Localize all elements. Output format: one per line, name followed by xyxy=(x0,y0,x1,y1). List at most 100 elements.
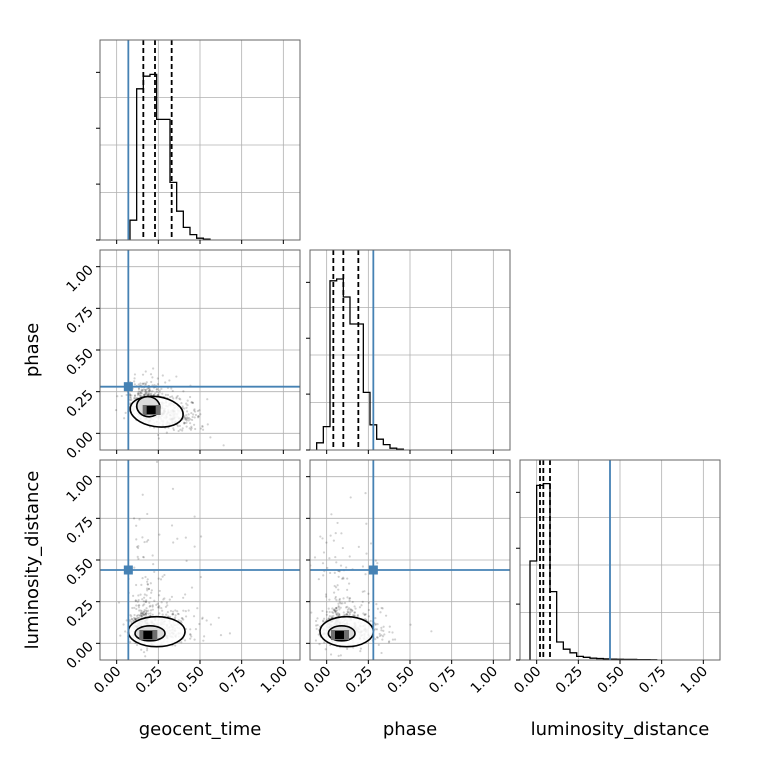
panel-phase-vs-geocent-time-point xyxy=(143,382,146,385)
panel-luminosity-distance-vs-geocent-time-point xyxy=(146,583,150,586)
panel-phase-vs-geocent-time-point xyxy=(147,393,150,396)
panel-luminosity-distance-vs-geocent-time-point xyxy=(155,460,159,463)
panel-luminosity-distance-vs-phase-point xyxy=(384,614,388,617)
panel-luminosity-distance-vs-geocent-time-point xyxy=(144,612,148,615)
panel-luminosity-distance-vs-geocent-time-point xyxy=(184,609,187,613)
panel-phase-vs-geocent-time-point xyxy=(150,392,153,395)
panel-luminosity-distance-vs-geocent-time-point xyxy=(171,610,175,613)
hist-geocent-time xyxy=(96,39,301,244)
panel-luminosity-distance-vs-phase-point xyxy=(374,617,377,620)
panel-luminosity-distance-vs-geocent-time-point xyxy=(144,575,147,579)
panel-luminosity-distance-vs-phase-point xyxy=(335,606,338,610)
panel-luminosity-distance-vs-phase-point xyxy=(334,607,337,610)
panel-luminosity-distance-vs-phase-point xyxy=(346,647,349,650)
panel-phase-vs-geocent-time-point xyxy=(137,392,141,395)
panel-phase-vs-geocent-time-point xyxy=(145,392,148,395)
panel-luminosity-distance-vs-phase-point xyxy=(391,631,394,634)
panel-luminosity-distance-vs-phase-point xyxy=(360,604,363,607)
panel-luminosity-distance-vs-geocent-time-point xyxy=(193,545,196,548)
panel-luminosity-distance-vs-phase-point xyxy=(335,613,338,616)
panel-luminosity-distance-vs-geocent-time-point xyxy=(219,633,223,637)
panel-luminosity-distance-vs-phase-point xyxy=(328,557,331,560)
panel-luminosity-distance-vs-phase-point xyxy=(379,611,382,614)
panel-luminosity-distance-vs-geocent-time-point xyxy=(172,541,175,544)
panel-luminosity-distance-vs-geocent-time-point xyxy=(140,648,143,651)
panel-phase-vs-geocent-time-point xyxy=(145,388,149,391)
panel-luminosity-distance-vs-phase-point xyxy=(329,653,333,656)
panel-luminosity-distance-vs-phase-point xyxy=(382,625,385,628)
panel-phase-vs-geocent-time-point xyxy=(189,422,192,425)
panel-luminosity-distance-vs-geocent-time-point xyxy=(160,601,163,604)
panel-luminosity-distance-vs-phase-point xyxy=(335,606,338,610)
panel-luminosity-distance-vs-phase-density-peak xyxy=(335,631,344,639)
panel-phase-vs-geocent-time-point xyxy=(136,393,140,397)
panel-phase-vs-geocent-time-point xyxy=(170,387,173,390)
panel-luminosity-distance-vs-geocent-time-point xyxy=(202,639,205,642)
panel-phase-vs-geocent-time-ytick-label-3: 0.75 xyxy=(63,304,96,337)
panel-phase-vs-geocent-time-point xyxy=(144,390,147,393)
panel-luminosity-distance-vs-geocent-time-point xyxy=(139,614,142,617)
panel-luminosity-distance-vs-phase-point xyxy=(334,586,338,589)
panel-luminosity-distance-vs-geocent-time-point xyxy=(182,596,185,599)
panel-luminosity-distance-vs-geocent-time-point xyxy=(141,493,144,496)
panel-luminosity-distance-vs-geocent-time-point xyxy=(146,589,149,592)
panel-luminosity-distance-vs-phase-point xyxy=(329,571,332,575)
panel-luminosity-distance-vs-geocent-time-point xyxy=(133,617,137,620)
panel-phase-vs-geocent-time-point xyxy=(183,421,186,425)
panel-phase-vs-geocent-time-point xyxy=(185,421,188,424)
panel-luminosity-distance-vs-phase-point xyxy=(367,615,371,618)
panel-luminosity-distance-vs-phase-point xyxy=(337,602,340,605)
panel-luminosity-distance-vs-geocent-time-point xyxy=(134,599,137,602)
panel-phase-vs-geocent-time-point xyxy=(147,393,150,396)
panel-luminosity-distance-vs-geocent-time-point xyxy=(139,609,142,612)
panel-luminosity-distance-vs-phase-point xyxy=(383,633,386,636)
panel-phase-vs-geocent-time-point xyxy=(178,424,181,428)
panel-luminosity-distance-vs-geocent-time-point xyxy=(174,614,177,617)
hist-luminosity-distance: 0.00 0.25 0.50 0.75 1.00 xyxy=(511,459,721,697)
panel-luminosity-distance-vs-phase-point xyxy=(374,559,377,562)
panel-luminosity-distance-vs-geocent-time-point xyxy=(182,618,185,621)
panel-phase-vs-geocent-time-point xyxy=(161,374,164,377)
panel-luminosity-distance-vs-phase-point xyxy=(334,610,337,614)
panel-luminosity-distance-vs-geocent-time-point xyxy=(141,612,144,615)
panel-luminosity-distance-vs-phase-point xyxy=(342,611,345,614)
panel-luminosity-distance-vs-geocent-time-point xyxy=(144,613,148,617)
panel-luminosity-distance-vs-geocent-time-truth-marker xyxy=(123,565,133,575)
panel-luminosity-distance-vs-phase-point xyxy=(341,602,344,605)
panel-luminosity-distance-vs-geocent-time-point xyxy=(150,589,153,592)
panel-luminosity-distance-vs-phase-point xyxy=(374,638,377,641)
panel-phase-vs-geocent-time-point xyxy=(190,411,193,415)
panel-luminosity-distance-vs-geocent-time-point xyxy=(153,599,156,602)
panel-phase-vs-geocent-time-point xyxy=(185,406,188,409)
panel-phase-vs-geocent-time-point xyxy=(141,382,144,385)
panel-luminosity-distance-vs-phase-point xyxy=(348,597,352,600)
panel-luminosity-distance-vs-phase-point xyxy=(337,654,340,657)
panel-luminosity-distance-vs-phase-point xyxy=(322,620,325,623)
panel-luminosity-distance-vs-geocent-time-point xyxy=(158,612,161,615)
panel-luminosity-distance-vs-geocent-time-point xyxy=(158,594,161,597)
panel-luminosity-distance-vs-geocent-time-point xyxy=(158,606,161,609)
panel-phase-vs-geocent-time-point xyxy=(191,401,195,405)
panel-luminosity-distance-vs-geocent-time-point xyxy=(137,557,140,560)
panel-luminosity-distance-vs-phase-point xyxy=(325,541,328,544)
panel-luminosity-distance-vs-geocent-time-point xyxy=(132,594,135,597)
panel-luminosity-distance-vs-geocent-time-ytick-label-2: 0.50 xyxy=(63,556,96,589)
panel-luminosity-distance-vs-geocent-time-point xyxy=(149,612,152,615)
panel-phase-vs-geocent-time-point xyxy=(143,393,146,396)
panel-phase-vs-geocent-time-point xyxy=(139,382,142,385)
panel-luminosity-distance-vs-phase-point xyxy=(333,584,336,588)
panel-luminosity-distance-vs-phase-point xyxy=(367,592,370,595)
panel-phase-vs-geocent-time-point xyxy=(133,396,136,399)
panel-luminosity-distance-vs-phase-point xyxy=(335,613,339,616)
panel-phase-vs-geocent-time-point xyxy=(153,384,156,387)
panel-luminosity-distance-vs-geocent-time-density-peak xyxy=(143,631,153,639)
panel-luminosity-distance-vs-geocent-time-point xyxy=(158,605,161,608)
panel-phase-vs-geocent-time-point xyxy=(137,383,140,386)
panel-luminosity-distance-vs-geocent-time-point xyxy=(177,612,180,616)
panel-luminosity-distance-vs-geocent-time-point xyxy=(172,613,175,616)
panel-luminosity-distance-vs-geocent-time-point xyxy=(138,616,141,619)
panel-luminosity-distance-vs-phase-point xyxy=(375,603,378,606)
panel-luminosity-distance-vs-geocent-time-point xyxy=(143,593,146,596)
panel-phase-vs-geocent-time-point xyxy=(130,394,133,397)
panel-phase-vs-geocent-time-point xyxy=(164,393,167,396)
